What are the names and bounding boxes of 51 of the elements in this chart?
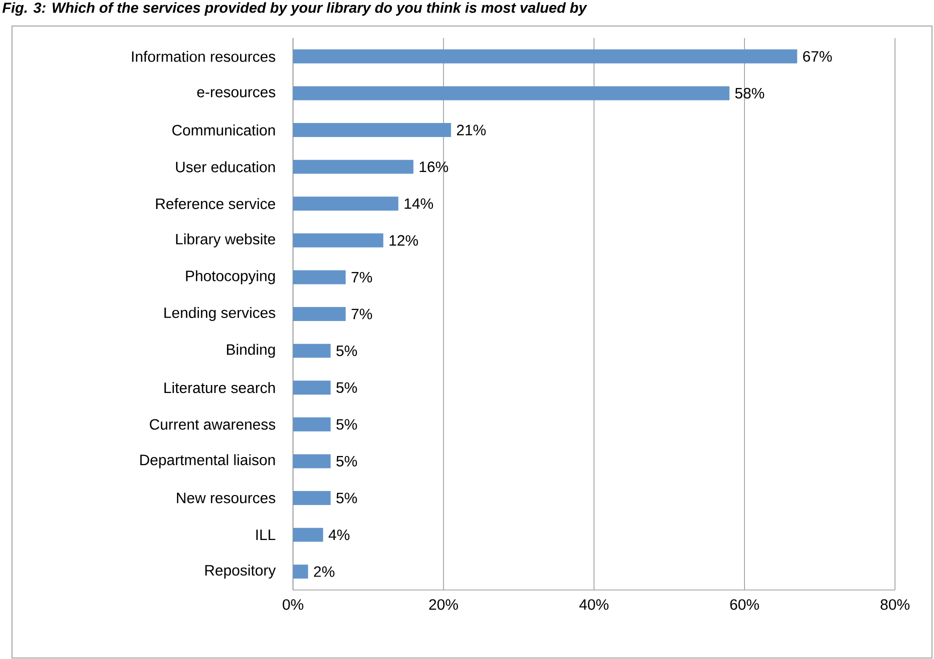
y-tick-label: New resources <box>176 492 276 504</box>
data-label: 5% <box>336 456 357 466</box>
bar <box>293 196 398 211</box>
data-label: 12% <box>390 235 418 246</box>
data-label: 7% <box>352 308 372 320</box>
bar <box>293 564 308 579</box>
bar <box>293 49 798 64</box>
bar <box>293 380 331 395</box>
data-label: 7% <box>352 272 372 282</box>
x-tick-label: 0% <box>282 599 304 610</box>
chart-title: Fig. 3: Which of the services provided by your library do you think is most valued by <box>2 2 588 16</box>
bar <box>293 344 331 358</box>
data-label: 67% <box>803 51 832 62</box>
y-tick-label: User education <box>176 161 275 172</box>
x-tick-label: 40% <box>579 599 608 610</box>
bar <box>293 160 414 174</box>
y-tick-label: e-resources <box>197 89 276 98</box>
y-tick-label: Current awareness <box>150 419 276 430</box>
y-tick-label: Reference service <box>156 198 276 210</box>
x-tick-label: 60% <box>730 599 759 610</box>
bar <box>293 233 384 248</box>
data-label: 5% <box>336 382 357 393</box>
data-label: 5% <box>336 419 357 430</box>
data-label: 5% <box>336 346 357 356</box>
bar <box>293 454 331 468</box>
y-tick-label: Library website <box>176 233 276 248</box>
y-tick-label: Binding <box>226 344 275 358</box>
y-tick-label: Communication <box>172 124 275 136</box>
y-tick-label: Repository <box>205 564 276 579</box>
x-tick-label: 20% <box>429 599 458 610</box>
y-tick-label: Photocopying <box>186 270 275 284</box>
bar <box>293 307 346 322</box>
data-label: 58% <box>735 88 764 99</box>
y-tick-label: Departmental liaison <box>140 454 275 468</box>
bar <box>293 86 730 100</box>
data-label: 2% <box>314 566 334 577</box>
data-label: 16% <box>420 162 448 172</box>
data-label: 5% <box>336 492 357 504</box>
bar <box>293 270 346 284</box>
bar <box>293 417 331 432</box>
bar <box>293 491 331 506</box>
y-tick-label: ILL <box>256 530 276 540</box>
bar <box>293 123 452 138</box>
y-tick-label: Literature search <box>164 382 275 394</box>
data-label: 21% <box>456 124 486 136</box>
data-label: 14% <box>404 198 434 209</box>
data-label: 4% <box>328 530 350 540</box>
bar <box>293 528 324 542</box>
y-tick-label: Information resources <box>132 50 276 62</box>
y-tick-label: Lending services <box>164 307 276 321</box>
x-tick-label: 80% <box>880 599 910 610</box>
